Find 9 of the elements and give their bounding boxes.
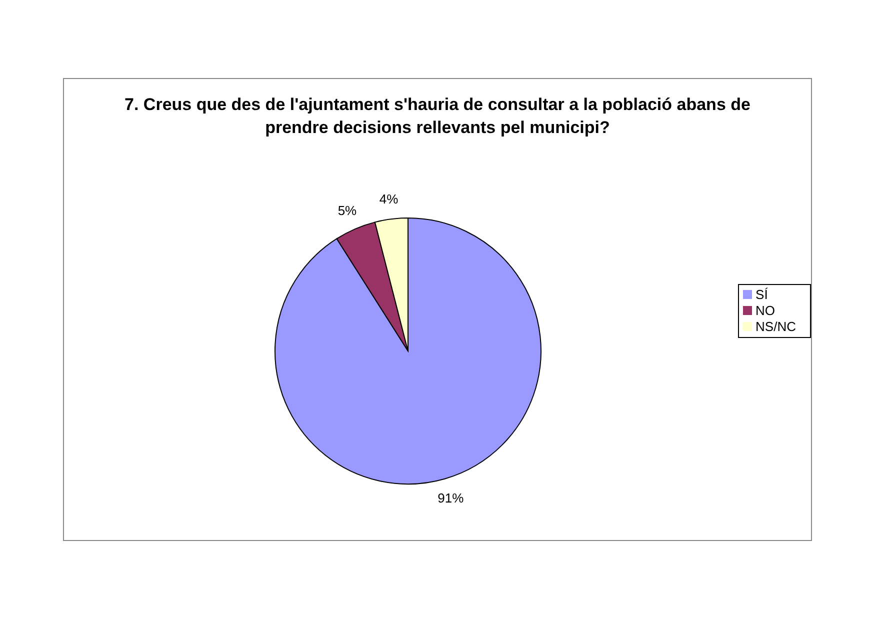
legend-label: NS/NC bbox=[756, 318, 796, 334]
data-label: 5% bbox=[338, 203, 358, 218]
data-label: 91% bbox=[438, 490, 464, 506]
chart-title: 7. Creus que des de l'ajuntament s'hauria de consultar a la població abans de prendre decisions rellevants pel municipi? bbox=[124, 94, 751, 139]
pie-slice bbox=[274, 218, 542, 484]
legend-label: SÍ bbox=[756, 286, 768, 302]
pie-slice bbox=[336, 222, 408, 352]
legend-label: NO bbox=[756, 302, 776, 318]
data-label: 4% bbox=[379, 192, 399, 207]
